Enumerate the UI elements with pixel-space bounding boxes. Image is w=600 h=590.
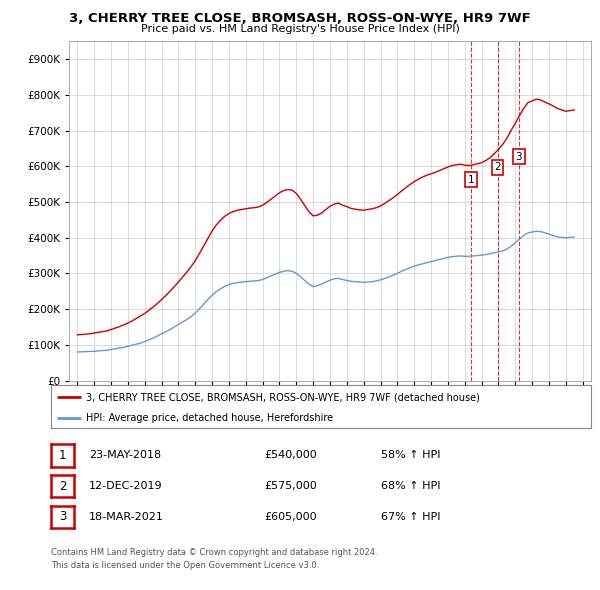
Text: £575,000: £575,000 bbox=[264, 481, 317, 491]
Text: £605,000: £605,000 bbox=[264, 512, 317, 522]
Text: 3: 3 bbox=[59, 510, 66, 523]
Text: 67% ↑ HPI: 67% ↑ HPI bbox=[381, 512, 440, 522]
Text: 12-DEC-2019: 12-DEC-2019 bbox=[89, 481, 163, 491]
Text: 3, CHERRY TREE CLOSE, BROMSASH, ROSS-ON-WYE, HR9 7WF (detached house): 3, CHERRY TREE CLOSE, BROMSASH, ROSS-ON-… bbox=[86, 392, 480, 402]
Text: 1: 1 bbox=[59, 449, 66, 462]
Text: £540,000: £540,000 bbox=[264, 451, 317, 460]
Text: Price paid vs. HM Land Registry's House Price Index (HPI): Price paid vs. HM Land Registry's House … bbox=[140, 24, 460, 34]
Text: 1: 1 bbox=[468, 175, 475, 185]
Text: 3, CHERRY TREE CLOSE, BROMSASH, ROSS-ON-WYE, HR9 7WF: 3, CHERRY TREE CLOSE, BROMSASH, ROSS-ON-… bbox=[69, 12, 531, 25]
Text: HPI: Average price, detached house, Herefordshire: HPI: Average price, detached house, Here… bbox=[86, 414, 333, 424]
Text: 3: 3 bbox=[515, 152, 522, 162]
Text: This data is licensed under the Open Government Licence v3.0.: This data is licensed under the Open Gov… bbox=[51, 560, 319, 569]
Text: Contains HM Land Registry data © Crown copyright and database right 2024.: Contains HM Land Registry data © Crown c… bbox=[51, 548, 377, 556]
Text: 23-MAY-2018: 23-MAY-2018 bbox=[89, 451, 161, 460]
Text: 18-MAR-2021: 18-MAR-2021 bbox=[89, 512, 164, 522]
Text: 58% ↑ HPI: 58% ↑ HPI bbox=[381, 451, 440, 460]
Text: 68% ↑ HPI: 68% ↑ HPI bbox=[381, 481, 440, 491]
Text: 2: 2 bbox=[494, 162, 501, 172]
Text: 2: 2 bbox=[59, 480, 66, 493]
